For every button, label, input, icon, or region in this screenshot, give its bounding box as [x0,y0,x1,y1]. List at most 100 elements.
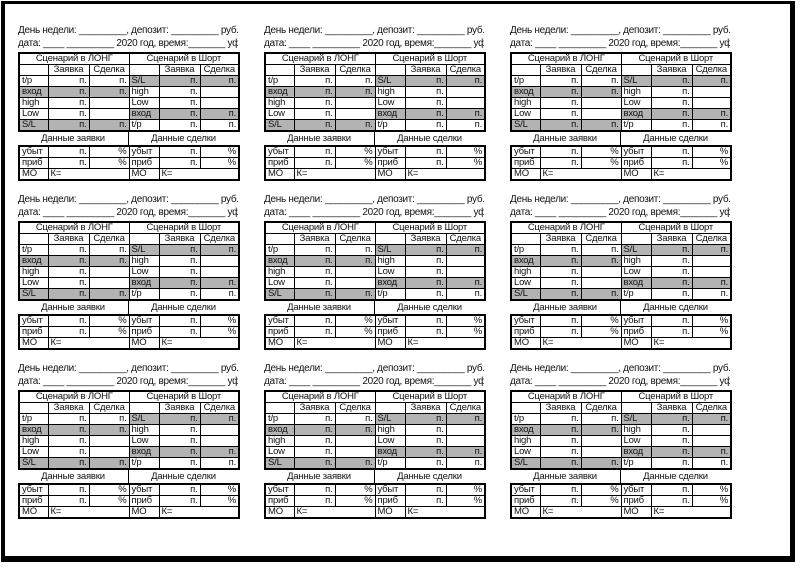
row-label: вход [264,424,295,436]
zayavka-value: п. [293,244,336,256]
zayavka-value: п. [293,75,336,87]
row-label: убыт [18,314,49,327]
row-label: S/L [374,413,406,425]
profit-points-value: п. [539,495,582,507]
zayavka-value: п. [539,255,582,267]
sdelka-value: п. [88,119,130,132]
loss-row: убыт п. % убыт п. % [18,483,240,496]
data-captions: Данные заявки Данные сделки [264,470,484,483]
zayavka-value: п. [293,97,336,109]
sdelka-value [334,266,376,278]
zayavka-value: п. [158,266,201,278]
deal-data-caption: Данные сделки [620,132,730,145]
k-coefficient-cell: К= [650,168,732,181]
mo-row: МО К= МО К= [18,506,240,519]
sdelka-column-header: Сделка [88,402,130,414]
scenario-row: t/p п. п. S/L п. п. [264,244,486,256]
scenario-row: вход п. п. high п. [510,255,732,267]
row-label: Low [128,97,160,109]
scenario-row: вход п. п. high п. [18,255,240,267]
sdelka-value: п. [445,457,486,470]
row-label: приб [264,326,295,338]
zayavka-value: п. [650,424,693,436]
k-coefficient-cell: К= [47,337,130,350]
column-header-row: Заявка Сделка Заявка Сделка [18,402,240,414]
short-title: Сценарий в Шорт [128,390,240,403]
sdelka-column-header: Сделка [334,233,376,245]
sdelka-column-header: Сделка [445,64,486,76]
order-data-caption: Данные заявки [41,471,105,482]
row-label: high [18,435,49,447]
sdelka-value [334,97,376,109]
scenario-row: S/L п. п. t/p п. п. [510,288,732,301]
row-label: вход [620,446,652,458]
sdelka-value: п. [580,413,622,425]
sdelka-value: п. [445,119,486,132]
zayavka-value: п. [158,108,201,120]
sdelka-value [691,435,732,447]
row-label: приб [620,326,652,338]
row-label: приб [510,326,541,338]
results-table: убыт п. % убыт п. % приб п. % приб п. % … [18,145,240,181]
zayavka-value: п. [293,266,336,278]
zayavka-value: п. [47,119,90,132]
row-label: S/L [374,244,406,256]
row-label: убыт [18,145,49,158]
row-label: S/L [128,244,160,256]
k-coefficient-cell: К= [404,168,486,181]
results-table: убыт п. % убыт п. % приб п. % приб п. % … [510,483,732,519]
k-coefficient-cell: К= [293,506,376,519]
loss-points-value: п. [539,483,582,496]
k-coefficient-cell: К= [650,337,732,350]
long-title: Сценарий в ЛОНГ [511,390,622,403]
scenario-row: вход п. п. high п. [264,255,486,267]
row-label: Low [620,266,652,278]
sdelka-value [88,435,130,447]
profit-row: приб п. % приб п. % [510,326,732,338]
zayavka-value: п. [404,446,447,458]
sdelka-value: п. [691,277,732,289]
loss-points-value: п. [650,314,693,327]
row-label: high [128,255,160,267]
sdelka-value [88,277,130,289]
zayavka-value: п. [293,424,336,436]
loss-row: убыт п. % убыт п. % [264,145,486,158]
sdelka-column-header: Сделка [199,233,240,245]
row-label: high [374,86,406,98]
row-label: приб [18,326,49,338]
profit-points-value: п. [650,326,693,338]
scenario-table: Сценарий в ЛОНГ Сценарий в Шорт Заявка С… [264,221,487,301]
row-label: t/p [374,457,406,470]
row-label: t/p [264,75,295,87]
sdelka-value: п. [199,75,240,87]
sdelka-value: п. [334,244,376,256]
sdelka-value: п. [334,413,376,425]
date-time-line: дата: ____ _________ 2020 год, время:___… [510,38,730,49]
profit-percent-value: % [199,326,240,338]
scenario-table: Сценарий в ЛОНГ Сценарий в Шорт Заявка С… [18,221,241,301]
empty-corner-cell [128,64,160,76]
loss-percent-value: % [445,483,486,496]
row-label: t/p [374,288,406,301]
profit-points-value: п. [404,157,447,169]
zayavka-value: п. [158,446,201,458]
loss-percent-value: % [88,483,130,496]
scenario-row: Low п. вход п. п. [510,277,732,289]
row-label: S/L [620,413,652,425]
k-coefficient-cell: К= [293,337,376,350]
empty-corner-cell [18,233,49,245]
row-label: high [18,266,49,278]
loss-percent-value: % [691,314,732,327]
long-title: Сценарий в ЛОНГ [511,221,622,234]
loss-percent-value: % [691,483,732,496]
row-label: high [374,424,406,436]
loss-percent-value: % [445,314,486,327]
sdelka-column-header: Сделка [580,402,622,414]
row-label: убыт [510,483,541,496]
profit-row: приб п. % приб п. % [264,495,486,507]
zayavka-value: п. [158,86,201,98]
scenario-table: Сценарий в ЛОНГ Сценарий в Шорт Заявка С… [18,390,241,470]
zayavka-value: п. [404,86,447,98]
short-title: Сценарий в Шорт [620,390,732,403]
scenario-row: high п. Low п. [510,266,732,278]
